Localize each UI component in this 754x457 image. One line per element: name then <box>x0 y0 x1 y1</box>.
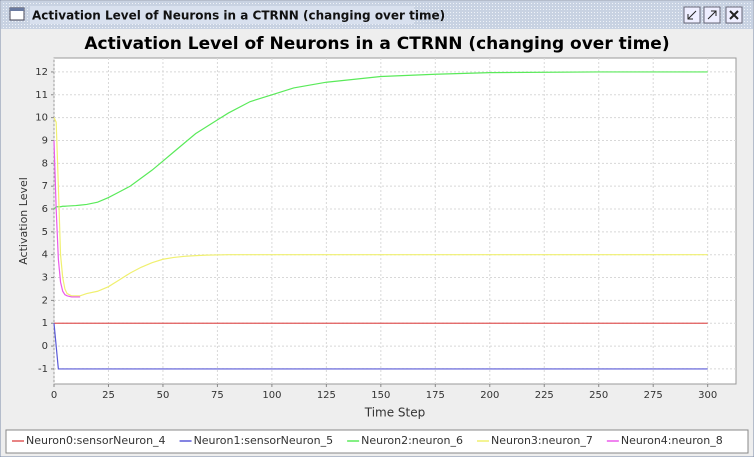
y-tick-label: 0 <box>42 341 48 352</box>
legend <box>5 429 749 454</box>
plot-area <box>53 57 737 385</box>
minimize-icon <box>687 10 697 20</box>
y-tick-label: 9 <box>42 135 48 146</box>
series-line <box>53 71 708 210</box>
maximize-icon <box>707 10 717 20</box>
x-tick-label: 275 <box>644 390 663 401</box>
x-tick-label: 150 <box>371 390 390 401</box>
x-tick-label: 100 <box>262 390 281 401</box>
y-tick-label: 4 <box>42 250 48 261</box>
legend-label: Neuron3:neuron_7 <box>491 434 593 447</box>
x-tick-label: 0 <box>51 390 57 401</box>
window-title: Activation Level of Neurons in a CTRNN (… <box>32 9 445 23</box>
legend-label: Neuron1:sensorNeuron_5 <box>194 434 334 447</box>
series-line <box>53 140 81 298</box>
title-bg <box>30 6 414 24</box>
y-tick-label: 5 <box>42 227 48 238</box>
y-tick-label: 6 <box>42 204 48 215</box>
series-line <box>53 117 708 297</box>
y-tick-label: 2 <box>42 295 48 306</box>
y-tick-label: 11 <box>35 90 48 101</box>
x-tick-label: 300 <box>698 390 717 401</box>
y-tick-label: 8 <box>42 158 48 169</box>
legend-label: Neuron4:neuron_8 <box>621 434 723 447</box>
x-tick-label: 25 <box>102 390 115 401</box>
x-tick-label: 50 <box>157 390 170 401</box>
x-axis-label: Time Step <box>364 406 426 420</box>
y-tick-label: 7 <box>42 181 48 192</box>
x-tick-label: 175 <box>426 390 445 401</box>
y-tick-label: 12 <box>35 67 48 78</box>
y-axis-label: Activation Level <box>17 177 30 265</box>
x-tick-label: 225 <box>535 390 554 401</box>
y-tick-label: 1 <box>42 318 48 329</box>
x-tick-label: 75 <box>211 390 224 401</box>
y-tick-label: -1 <box>38 364 48 375</box>
legend-label: Neuron2:neuron_6 <box>361 434 463 447</box>
chart-title: Activation Level of Neurons in a CTRNN (… <box>84 34 669 54</box>
y-tick-label: 3 <box>42 273 48 284</box>
legend-label: Neuron0:sensorNeuron_4 <box>26 434 166 447</box>
window-icon-bar <box>10 8 24 11</box>
x-tick-label: 200 <box>480 390 499 401</box>
y-tick-label: 10 <box>35 113 48 124</box>
close-icon <box>729 10 739 20</box>
x-tick-label: 250 <box>589 390 608 401</box>
x-tick-label: 125 <box>317 390 336 401</box>
series-line <box>53 323 708 370</box>
